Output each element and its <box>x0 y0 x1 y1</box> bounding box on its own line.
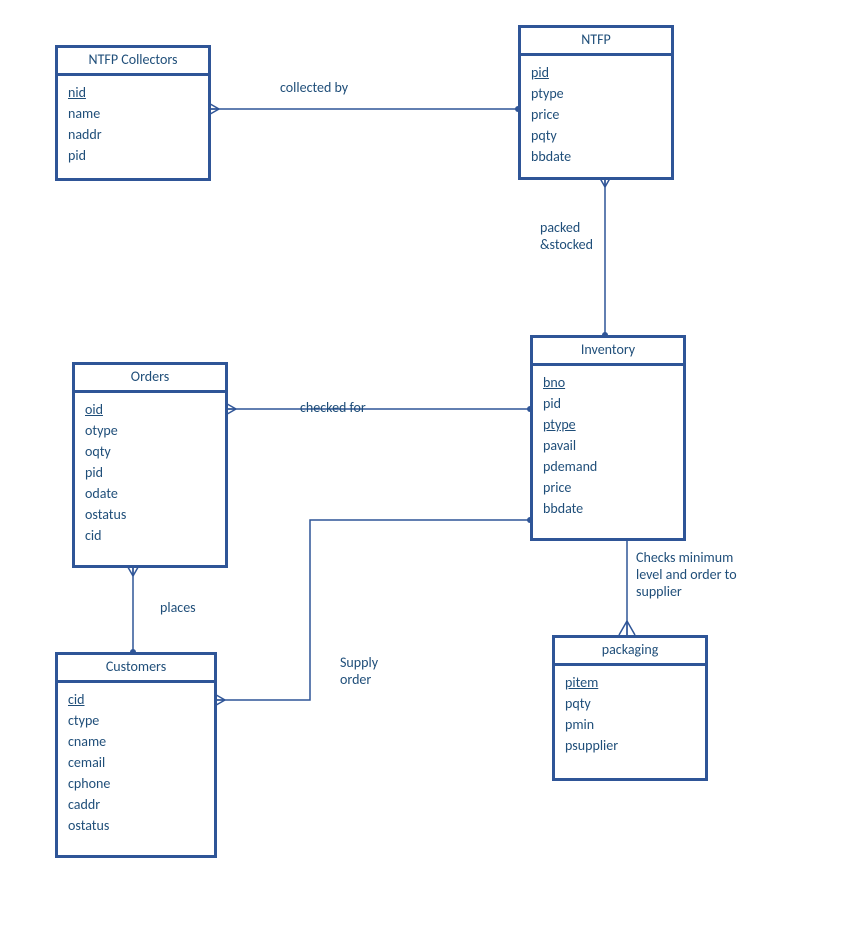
entity-attr: odate <box>85 483 215 504</box>
entity-inventory: Inventorybnopidptypepavailpdemandpricebb… <box>530 335 686 541</box>
entity-attrs: cidctypecnamecemailcphonecaddrostatus <box>58 683 214 846</box>
entity-customers: Customerscidctypecnamecemailcphonecaddro… <box>55 652 217 858</box>
entity-ntfp_collectors: NTFP Collectorsnidnamenaddrpid <box>55 45 211 181</box>
entity-attrs: pidptypepricepqtybbdate <box>521 56 671 177</box>
entity-attr: ctype <box>68 710 204 731</box>
entity-attr: name <box>68 103 198 124</box>
entity-attr: pid <box>85 462 215 483</box>
entity-attr: pmin <box>565 714 695 735</box>
entity-attr: cid <box>85 525 215 546</box>
entity-attr: oqty <box>85 441 215 462</box>
entity-attr: pid <box>531 62 661 83</box>
entity-attr: pqty <box>565 693 695 714</box>
entity-title: NTFP <box>521 28 671 56</box>
entity-attrs: bnopidptypepavailpdemandpricebbdate <box>533 366 683 529</box>
entity-attr: pqty <box>531 125 661 146</box>
entity-attr: price <box>543 477 673 498</box>
entity-title: Customers <box>58 655 214 683</box>
entity-attr: bbdate <box>543 498 673 519</box>
entity-title: NTFP Collectors <box>58 48 208 76</box>
entity-attr: psupplier <box>565 735 695 756</box>
entity-attr: ptype <box>543 414 673 435</box>
entity-attr: oid <box>85 399 215 420</box>
entity-attr: naddr <box>68 124 198 145</box>
entity-attrs: nidnamenaddrpid <box>58 76 208 176</box>
entity-attr: caddr <box>68 794 204 815</box>
entity-attr: cphone <box>68 773 204 794</box>
entity-attr: ptype <box>531 83 661 104</box>
entity-packaging: packagingpitempqtypminpsupplier <box>552 635 708 781</box>
entity-attr: ostatus <box>85 504 215 525</box>
entity-attr: pid <box>68 145 198 166</box>
entity-attr: pavail <box>543 435 673 456</box>
entity-attrs: pitempqtypminpsupplier <box>555 666 705 766</box>
entity-attr: bno <box>543 372 673 393</box>
entity-attrs: oidotypeoqtypidodateostatuscid <box>75 393 225 556</box>
entity-title: packaging <box>555 638 705 666</box>
relationship-label: places <box>160 600 196 617</box>
entity-title: Orders <box>75 365 225 393</box>
entity-attr: price <box>531 104 661 125</box>
relationship-label: checked for <box>300 400 366 417</box>
entity-title: Inventory <box>533 338 683 366</box>
entity-attr: pid <box>543 393 673 414</box>
entity-orders: Ordersoidotypeoqtypidodateostatuscid <box>72 362 228 568</box>
entity-attr: ostatus <box>68 815 204 836</box>
crows-foot-icon <box>619 621 635 635</box>
entity-attr: otype <box>85 420 215 441</box>
entity-attr: pitem <box>565 672 695 693</box>
entity-attr: pdemand <box>543 456 673 477</box>
entity-ntfp: NTFPpidptypepricepqtybbdate <box>518 25 674 180</box>
entity-attr: bbdate <box>531 146 661 167</box>
er-diagram-canvas: NTFP CollectorsnidnamenaddrpidNTFPpidpty… <box>0 0 850 945</box>
entity-attr: nid <box>68 82 198 103</box>
entity-attr: cemail <box>68 752 204 773</box>
entity-attr: cid <box>68 689 204 710</box>
entity-attr: cname <box>68 731 204 752</box>
relationship-label: Checks minimum level and order to suppli… <box>636 550 737 600</box>
relationship-label: Supply order <box>340 655 378 689</box>
relationship-label: packed &stocked <box>540 220 593 254</box>
relationship-label: collected by <box>280 80 348 97</box>
